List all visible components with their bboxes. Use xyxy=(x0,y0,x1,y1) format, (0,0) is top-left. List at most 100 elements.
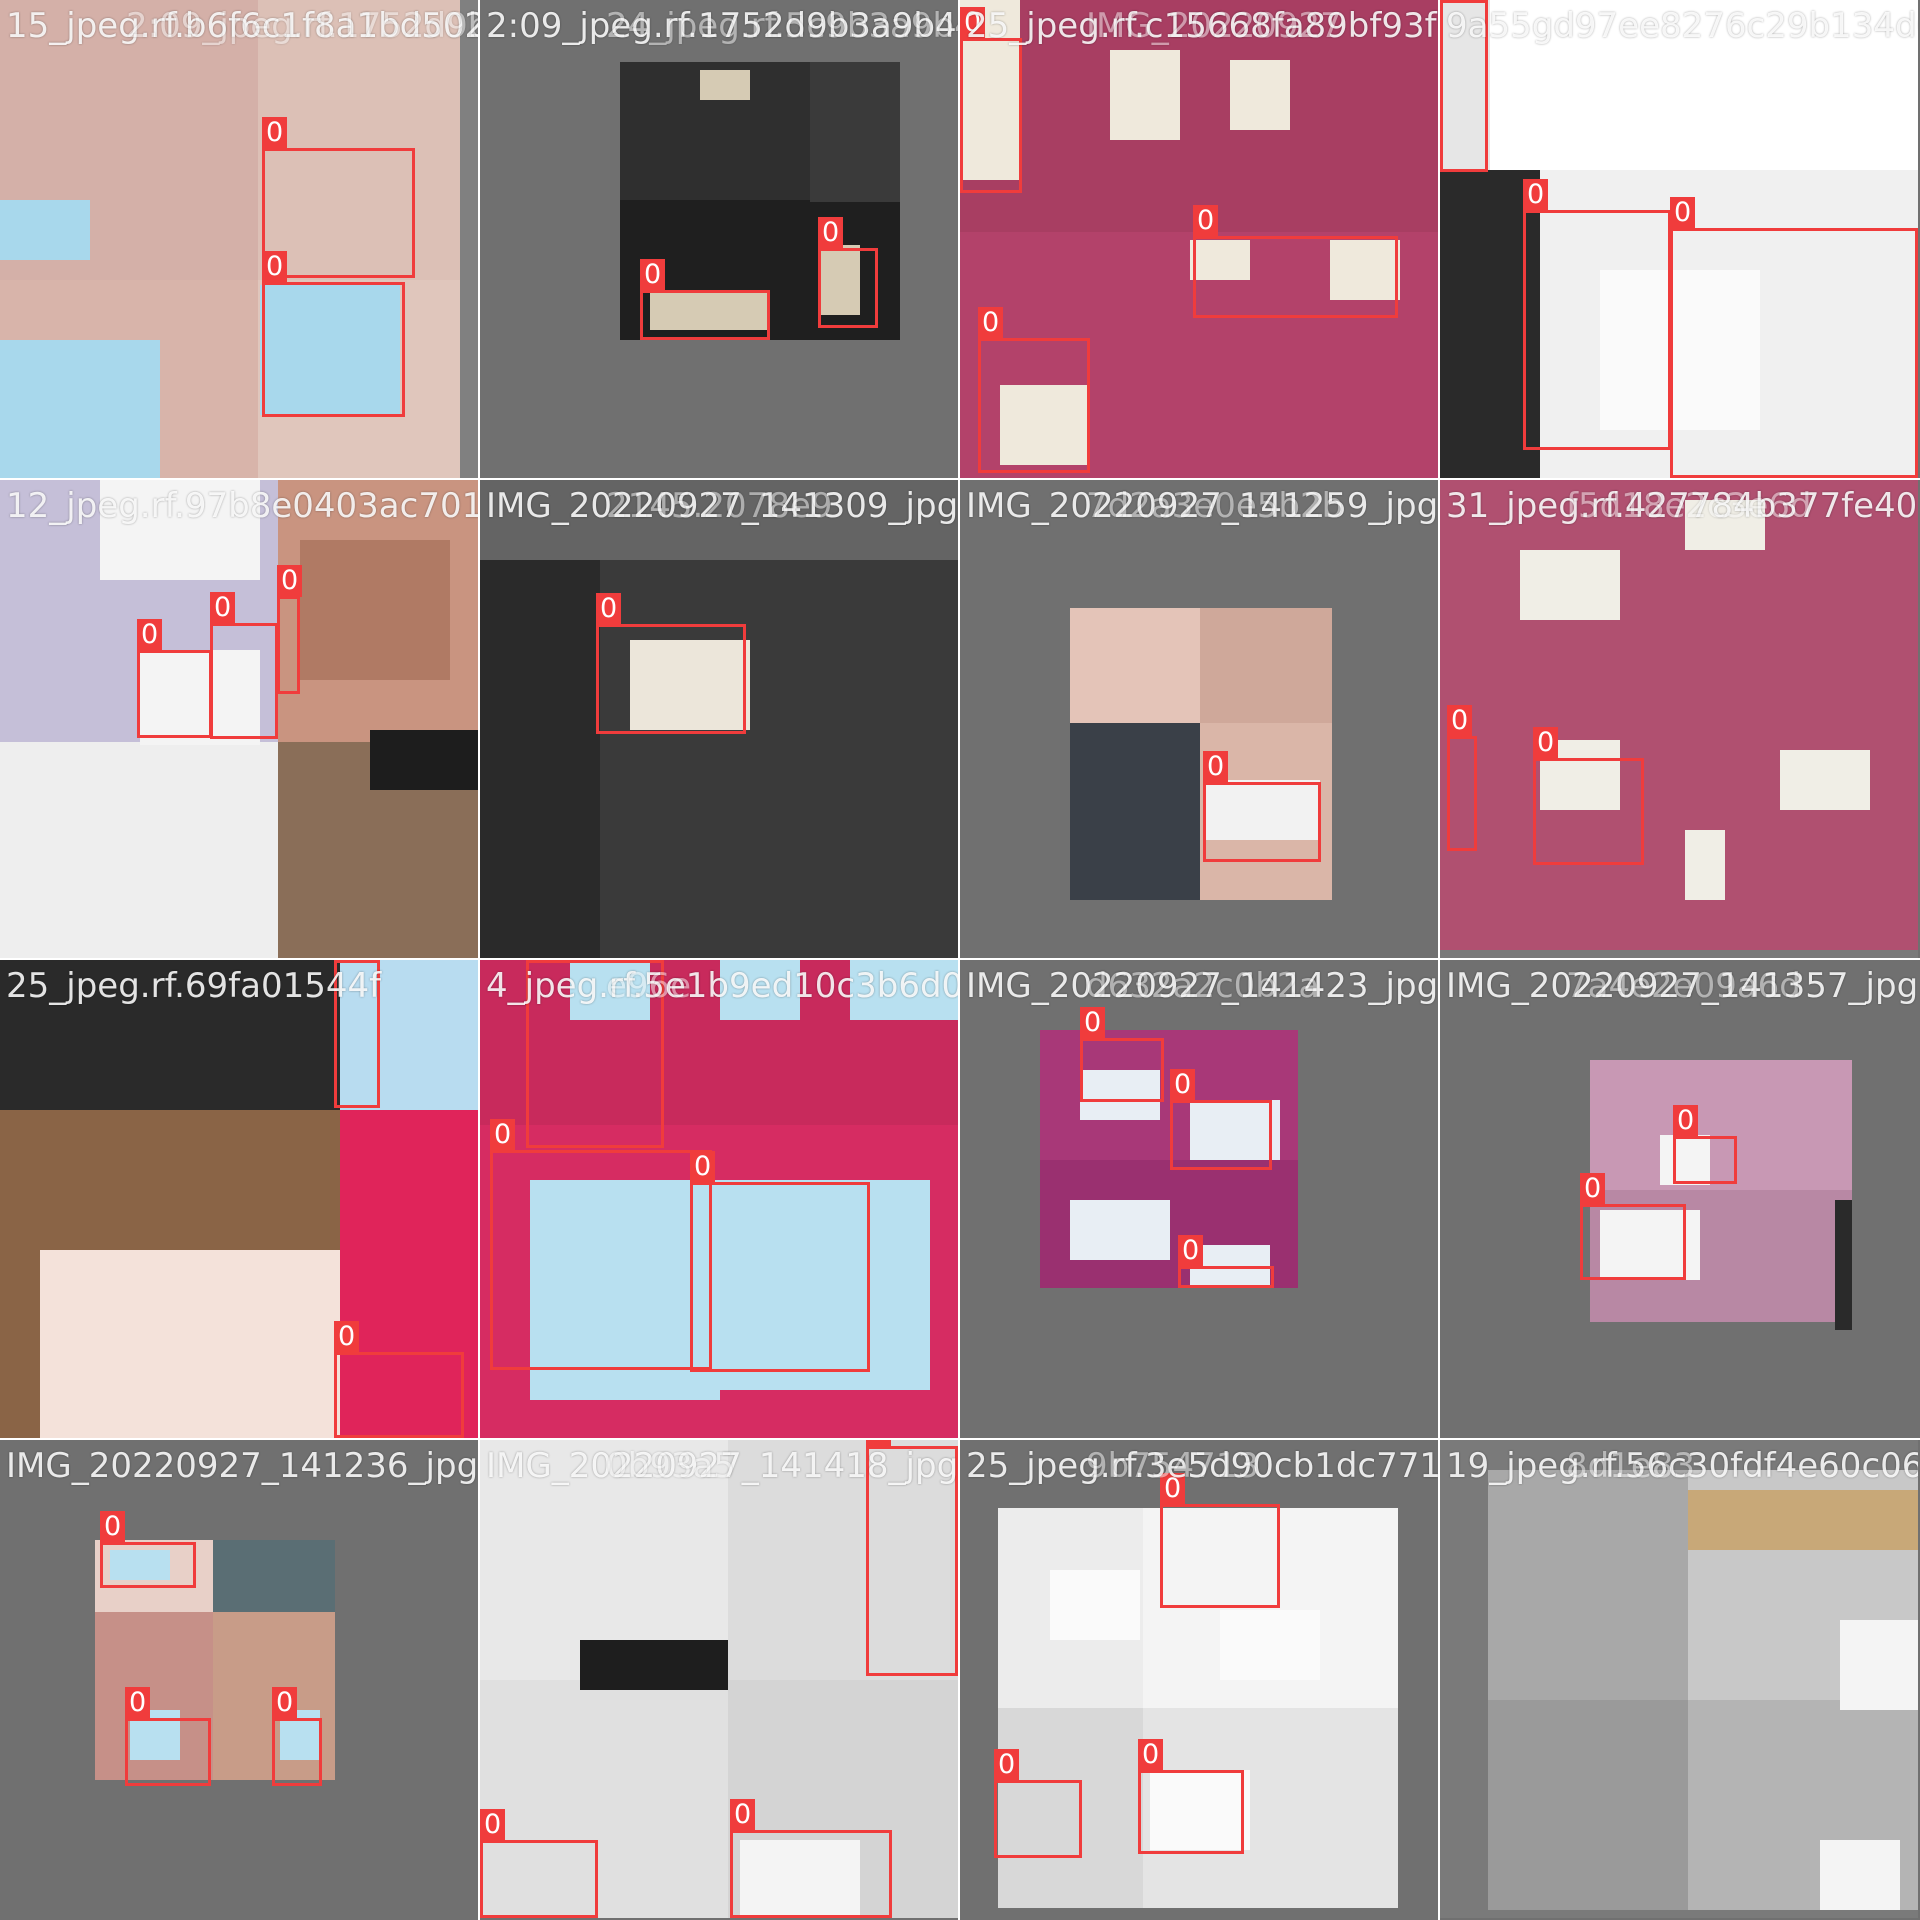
image-region xyxy=(260,285,400,415)
image-region xyxy=(580,1640,728,1690)
bounding-box: 0 xyxy=(1580,1173,1686,1280)
image-region xyxy=(100,480,260,580)
image-region xyxy=(1190,1245,1270,1285)
tile-image xyxy=(960,480,1438,958)
mosaic-tile: 0009a55gd97ee8276c29b134d6 xyxy=(1440,0,1918,478)
class-label: 0 xyxy=(1533,727,1559,759)
class-label: 0 xyxy=(1170,1069,1196,1101)
bounding-box: 0 xyxy=(1080,1007,1164,1102)
bounding-box: 0 xyxy=(818,217,878,328)
class-label: 0 xyxy=(1080,1007,1106,1039)
image-region xyxy=(1780,750,1870,810)
tile-image xyxy=(0,960,478,1438)
bounding-box: 0 xyxy=(100,1511,196,1588)
image-region xyxy=(1840,1620,1918,1710)
class-label: 0 xyxy=(334,960,360,961)
bounding-box: 0 xyxy=(596,593,746,734)
class-label: 0 xyxy=(1203,751,1229,783)
image-region xyxy=(110,1550,170,1580)
tile-image xyxy=(480,960,958,1438)
bounding-box: 0 xyxy=(1193,205,1398,318)
image-region xyxy=(1080,1070,1160,1120)
image-region xyxy=(213,1540,335,1612)
class-label: 0 xyxy=(994,1749,1020,1781)
image-region xyxy=(340,1110,478,1438)
class-label: 0 xyxy=(277,565,303,597)
tile-image xyxy=(480,0,958,478)
bounding-box: 0 xyxy=(277,565,303,694)
tile-image xyxy=(1440,1440,1918,1918)
class-label: 0 xyxy=(490,1119,516,1151)
image-region xyxy=(1820,1840,1900,1910)
class-label: 0 xyxy=(866,1440,892,1447)
class-label: 0 xyxy=(1160,1473,1186,1505)
image-region xyxy=(1205,780,1320,840)
bounding-box: 0 xyxy=(272,1687,322,1786)
image-region xyxy=(1490,0,1918,170)
bounding-box: 0 xyxy=(262,117,415,278)
class-label: 0 xyxy=(640,259,666,291)
bounding-box: 0 xyxy=(490,1119,712,1370)
image-region xyxy=(810,62,900,202)
image-region xyxy=(480,480,958,560)
class-label: 0 xyxy=(272,1687,298,1719)
class-label: 0 xyxy=(1178,1235,1204,1267)
mosaic-tile: 0 0 0 12_jpeg.rf.97b8e0403ac7010 xyxy=(0,480,478,958)
bounding-box: 0 xyxy=(978,307,1090,473)
grid-divider xyxy=(0,958,1920,960)
class-label: 0 xyxy=(1138,1739,1164,1771)
image-region xyxy=(1688,1490,1918,1550)
image-region xyxy=(0,200,90,260)
image-region xyxy=(480,560,600,958)
class-label: 0 xyxy=(262,251,288,283)
grid-divider xyxy=(0,1438,1920,1440)
grid-divider xyxy=(478,0,480,1920)
mosaic-tile: 00025_jpeg.rf.c15668fa89bf93f69f9IMG_202… xyxy=(960,0,1438,478)
image-region xyxy=(1110,50,1180,140)
image-region xyxy=(300,540,450,680)
image-region xyxy=(710,1180,930,1390)
image-region xyxy=(1660,1135,1710,1185)
image-region xyxy=(340,960,478,1110)
class-label: 0 xyxy=(1193,205,1219,237)
class-label: 0 xyxy=(818,217,844,249)
grid-divider xyxy=(1438,0,1440,1920)
image-region xyxy=(1685,500,1765,550)
image-region xyxy=(530,1180,720,1400)
bounding-box: 0 xyxy=(1138,1739,1244,1854)
image-region xyxy=(1150,1770,1250,1850)
image-region xyxy=(1440,0,1490,170)
image-region xyxy=(570,960,650,1020)
tile-image xyxy=(480,1440,958,1918)
class-label: 0 xyxy=(960,7,986,39)
image-region xyxy=(460,0,478,478)
image-region xyxy=(258,0,478,280)
class-label: 0 xyxy=(690,1151,716,1183)
image-region xyxy=(370,730,478,790)
bounding-box: 0 xyxy=(125,1687,211,1786)
image-region xyxy=(1600,270,1760,430)
image-region xyxy=(140,650,260,745)
bounding-box: 0 xyxy=(210,592,278,739)
image-region xyxy=(1070,723,1200,900)
bounding-box: 0 xyxy=(1160,1473,1280,1608)
image-region xyxy=(650,290,770,330)
tile-image xyxy=(1440,0,1918,478)
bounding-box: 0 xyxy=(1447,705,1477,851)
class-label: 0 xyxy=(137,619,163,651)
tile-image xyxy=(480,480,958,958)
image-region xyxy=(1190,1100,1280,1160)
bounding-box: 0 xyxy=(640,259,770,340)
mosaic-tile: 0 0 0 IMG_20220927_141236_jpg xyxy=(0,1440,478,1918)
image-region xyxy=(960,0,1438,232)
bounding-box: 0 xyxy=(480,1809,598,1918)
mosaic-tile: 0 0 IMG_20220927_141357_jpg 7a4e2e09a6d xyxy=(1440,960,1918,1438)
class-label: 0 xyxy=(210,592,236,624)
class-label: 0 xyxy=(526,960,552,961)
mosaic-tile: 0 0 0 25_jpeg.rf.3e5d90cb1dc771 9b754713 xyxy=(960,1440,1438,1918)
bounding-box: 0 xyxy=(334,1321,464,1438)
class-label: 0 xyxy=(334,1321,360,1353)
image-region xyxy=(1835,1200,1852,1330)
